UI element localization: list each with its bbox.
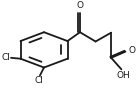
Text: O: O (76, 1, 83, 10)
Text: Cl: Cl (35, 76, 44, 85)
Text: Cl: Cl (1, 53, 10, 62)
Text: O: O (129, 46, 136, 55)
Text: OH: OH (117, 72, 131, 80)
